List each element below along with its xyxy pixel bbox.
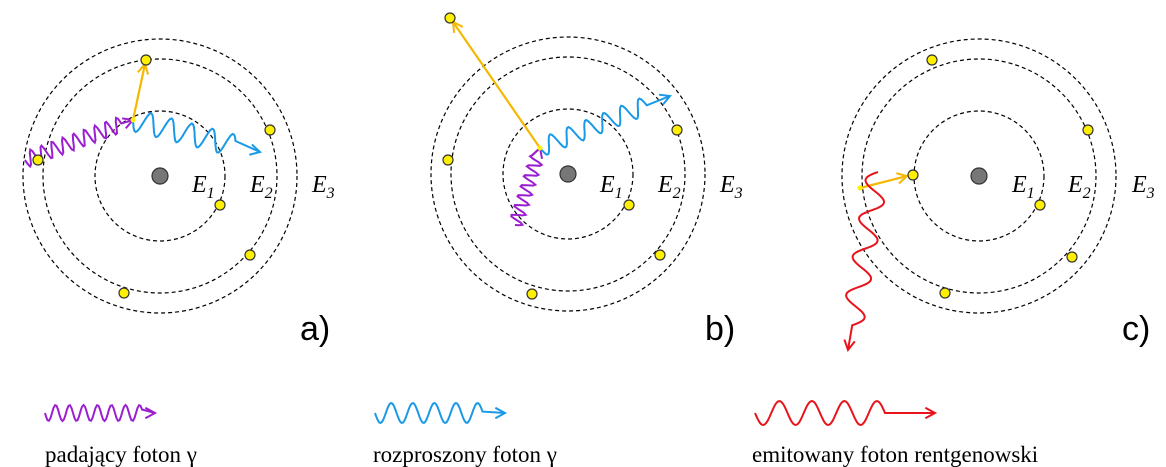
electron: [672, 125, 682, 135]
electron: [527, 289, 537, 299]
energy-level: E1: [599, 172, 623, 202]
level-symbol: E: [1067, 172, 1083, 198]
photon-wave: [375, 403, 505, 423]
photon-wave: [846, 172, 884, 350]
level-symbol: E: [1131, 172, 1147, 198]
level-symbol: E: [249, 172, 265, 198]
level-symbol: E: [599, 172, 615, 198]
electron: [119, 288, 129, 298]
nucleus: [971, 168, 987, 184]
electron: [215, 200, 225, 210]
level-index: 2: [673, 185, 681, 202]
nucleus: [560, 166, 576, 182]
level-index: 1: [615, 185, 623, 202]
level-index: 3: [326, 185, 335, 202]
level-index: 2: [265, 185, 273, 202]
level-index: 2: [1083, 185, 1091, 202]
interaction-point: [858, 186, 863, 191]
electron: [908, 170, 918, 180]
electron: [33, 155, 43, 165]
figure: E1E2E3a)E1E2E3b)E1E2E3c)padający foton γ…: [0, 0, 1166, 467]
photon-wave: [133, 113, 260, 152]
panel-label: b): [705, 310, 735, 348]
arrow-head: [145, 408, 155, 419]
interaction-point: [538, 146, 543, 151]
energy-level: E3: [1131, 172, 1155, 202]
energy-level: E2: [249, 172, 273, 202]
legend-text: rozproszony foton γ: [373, 442, 557, 467]
panel-label: a): [300, 310, 330, 348]
electron: [655, 250, 665, 260]
electron: [1067, 252, 1077, 262]
legend-text: emitowany foton rentgenowski: [752, 442, 1038, 467]
level-index: 3: [1146, 185, 1155, 202]
energy-level: E1: [191, 172, 215, 202]
energy-level: E3: [311, 172, 335, 202]
electron: [927, 55, 937, 65]
electron: [445, 13, 455, 23]
electron: [265, 125, 275, 135]
energy-level: E3: [719, 172, 743, 202]
level-symbol: E: [1011, 172, 1027, 198]
level-index: 1: [1027, 185, 1035, 202]
photon-wave: [45, 405, 155, 421]
level-symbol: E: [311, 172, 327, 198]
electron: [1083, 125, 1093, 135]
energy-level: E2: [1067, 172, 1091, 202]
interaction-point: [131, 118, 136, 123]
energy-level: E1: [1011, 172, 1035, 202]
electron: [443, 155, 453, 165]
electron: [141, 55, 151, 65]
nucleus: [152, 168, 168, 184]
photon-wave: [755, 401, 935, 425]
level-index: 3: [734, 185, 743, 202]
photon-wave: [540, 96, 670, 155]
electron: [245, 250, 255, 260]
level-symbol: E: [657, 172, 673, 198]
energy-level: E2: [657, 172, 681, 202]
electron: [624, 200, 634, 210]
level-index: 1: [207, 185, 215, 202]
electron: [1035, 200, 1045, 210]
panel-label: c): [1122, 310, 1150, 348]
legend-text: padający foton γ: [45, 442, 197, 467]
electron: [940, 288, 950, 298]
arrow: [453, 22, 540, 148]
level-symbol: E: [191, 172, 207, 198]
level-symbol: E: [719, 172, 735, 198]
